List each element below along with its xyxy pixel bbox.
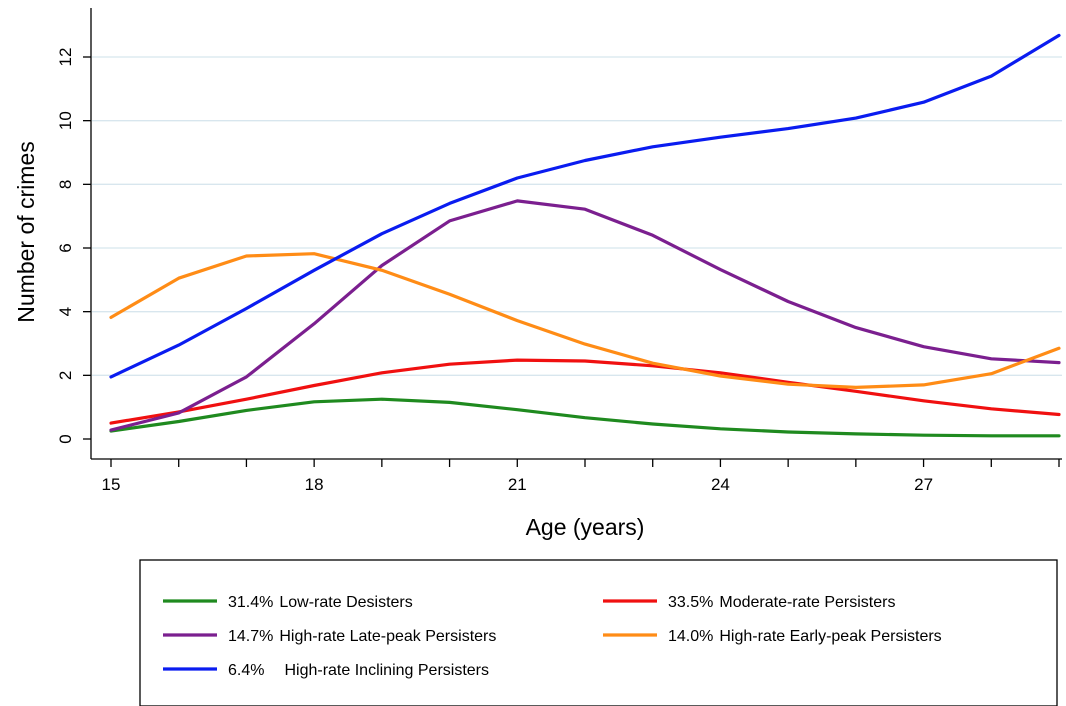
legend-label-0: Low-rate Desisters — [279, 594, 412, 611]
legend-label-1: Moderate-rate Persisters — [719, 594, 895, 611]
x-tick-label-21: 21 — [508, 475, 527, 494]
y-ticks: 0 2 4 6 8 10 12 — [56, 48, 91, 444]
series-lines — [109, 33, 1061, 438]
legend-box — [139, 559, 1058, 706]
legend-pct-0: 31.4% — [228, 594, 273, 611]
legend-label-4: High-rate Inclining Persisters — [284, 662, 489, 679]
legend-pct-2: 14.7% — [228, 628, 273, 645]
y-tick-label-6: 6 — [56, 243, 75, 252]
gridlines — [92, 56, 1062, 376]
axes — [90, 8, 1062, 460]
legend-label-2: High-rate Late-peak Persisters — [279, 628, 496, 645]
legend-pct-1: 33.5% — [668, 594, 713, 611]
legend-entries: 31.4% Low-rate Desisters 33.5% Moderate-rat… — [163, 594, 942, 679]
series-line-4 — [109, 33, 1061, 379]
y-axis-title: Number of crimes — [13, 141, 39, 322]
series-line-2 — [109, 199, 1061, 432]
x-tick-label-15: 15 — [102, 475, 121, 494]
y-tick-label-10: 10 — [56, 111, 75, 130]
x-axis-title: Age (years) — [526, 514, 645, 540]
series-line-3 — [109, 252, 1061, 389]
x-tick-label-27: 27 — [914, 475, 933, 494]
x-ticks: 15 18 21 24 27 — [102, 459, 1060, 494]
x-tick-label-18: 18 — [305, 475, 324, 494]
y-tick-label-4: 4 — [56, 307, 75, 316]
x-tick-label-24: 24 — [711, 475, 730, 494]
y-tick-label-12: 12 — [56, 48, 75, 67]
y-tick-label-0: 0 — [56, 434, 75, 443]
series-line-0 — [109, 397, 1061, 438]
legend-pct-3: 14.0% — [668, 628, 713, 645]
legend-pct-4: 6.4% — [228, 662, 264, 679]
legend: 31.4% Low-rate Desisters 33.5% Moderate-rat… — [139, 559, 1058, 706]
series-line-1 — [109, 358, 1061, 425]
legend-label-3: High-rate Early-peak Persisters — [719, 628, 941, 645]
y-tick-label-8: 8 — [56, 180, 75, 189]
y-tick-label-2: 2 — [56, 371, 75, 380]
